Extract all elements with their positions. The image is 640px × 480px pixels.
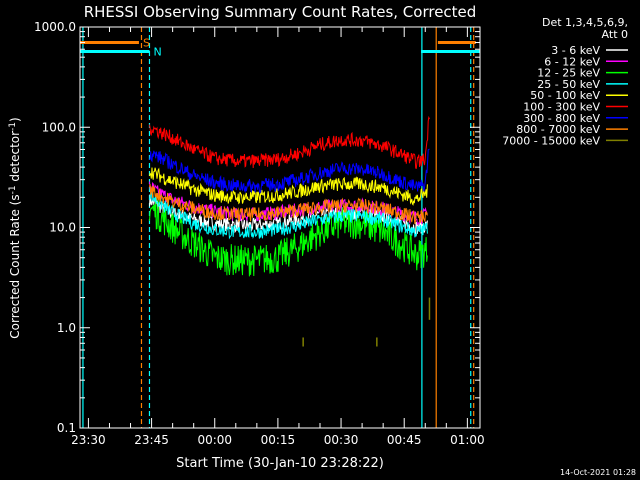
x-tick-label: 00:45 — [387, 433, 422, 447]
y-axis-label: Corrected Count Rate (s-1 detector-1) — [8, 117, 22, 338]
legend-label: 800 - 7000 keV — [516, 123, 600, 136]
x-tick-label: 23:45 — [134, 433, 169, 447]
chart-title: RHESSI Observing Summary Count Rates, Co… — [84, 3, 477, 21]
series-800-7000-kev — [149, 184, 428, 225]
y-tick-label: 0.1 — [57, 421, 76, 435]
x-tick-label: 00:00 — [197, 433, 232, 447]
x-tick-label: 23:30 — [71, 433, 106, 447]
legend-label: 25 - 50 keV — [537, 78, 600, 91]
x-tick-label: 00:15 — [261, 433, 296, 447]
x-axis-label: Start Time (30-Jan-10 23:28:22) — [176, 456, 384, 471]
y-tick-label: 10.0 — [49, 221, 76, 235]
legend-label: 100 - 300 keV — [523, 101, 600, 114]
series-100-300-kev — [149, 115, 430, 169]
legend-label: 50 - 100 keV — [530, 89, 600, 102]
y-tick-label: 1.0 — [57, 321, 76, 335]
legend-header: Det 1,3,4,5,6,9, — [542, 16, 628, 29]
legend-header-att: Att 0 — [602, 28, 628, 41]
x-tick-label: 01:00 — [450, 433, 485, 447]
legend-label: 7000 - 15000 keV — [502, 134, 600, 147]
flag-label-s: S — [143, 37, 150, 50]
series-50-100-kev — [149, 167, 428, 206]
y-tick-label: 100.0 — [42, 120, 76, 134]
series-300-800-kev — [149, 148, 430, 195]
legend-label: 6 - 12 keV — [544, 55, 600, 68]
legend-label: 12 - 25 keV — [537, 67, 600, 80]
flag-label-n: N — [153, 45, 161, 58]
legend-label: 300 - 800 keV — [523, 112, 600, 125]
series-25-50-kev — [149, 190, 428, 240]
timestamp: 14-Oct-2021 01:28 — [560, 468, 636, 477]
y-tick-label: 1000.0 — [34, 20, 76, 34]
legend-label: 3 - 6 keV — [551, 44, 600, 57]
x-tick-label: 00:30 — [324, 433, 359, 447]
